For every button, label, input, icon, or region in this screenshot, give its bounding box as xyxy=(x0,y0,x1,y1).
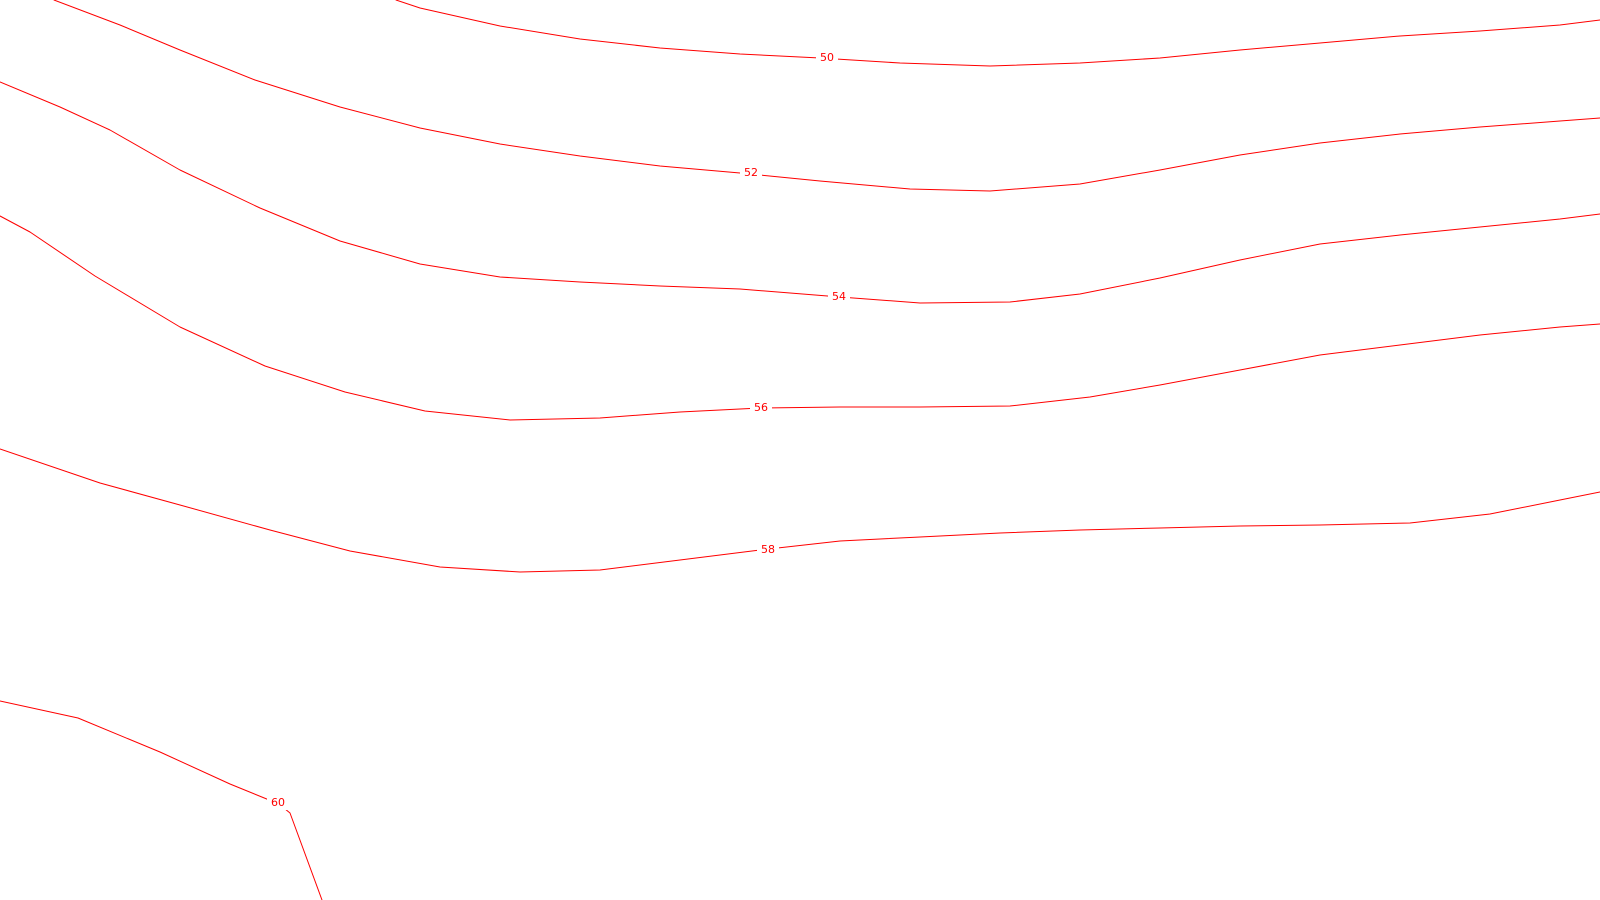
contour-54: 54 xyxy=(0,81,1600,304)
contour-label-60: 60 xyxy=(271,796,285,809)
contour-label-56: 56 xyxy=(754,401,768,414)
contour-56: 56 xyxy=(0,215,1600,421)
contour-label-gap-60 xyxy=(267,796,289,810)
contour-line-56 xyxy=(0,215,1600,421)
contour-50: 50 xyxy=(395,0,1600,67)
contour-label-52: 52 xyxy=(744,166,758,179)
contour-line-50 xyxy=(395,0,1600,67)
contour-label-50: 50 xyxy=(820,51,834,64)
contour-58: 58 xyxy=(0,448,1600,573)
contour-line-58 xyxy=(0,448,1600,573)
contour-label-gap-52 xyxy=(740,166,762,180)
contour-line-54 xyxy=(0,81,1600,304)
contour-label-gap-50 xyxy=(816,51,838,65)
contour-label-gap-58 xyxy=(757,543,779,557)
contour-line-60 xyxy=(0,700,323,900)
contour-line-52 xyxy=(53,0,1600,192)
contour-label-58: 58 xyxy=(761,543,775,556)
contour-label-gap-56 xyxy=(750,401,772,415)
contour-label-54: 54 xyxy=(832,290,846,303)
contour-52: 52 xyxy=(53,0,1600,192)
contour-label-gap-54 xyxy=(828,290,850,304)
contour-60: 60 xyxy=(0,700,323,900)
